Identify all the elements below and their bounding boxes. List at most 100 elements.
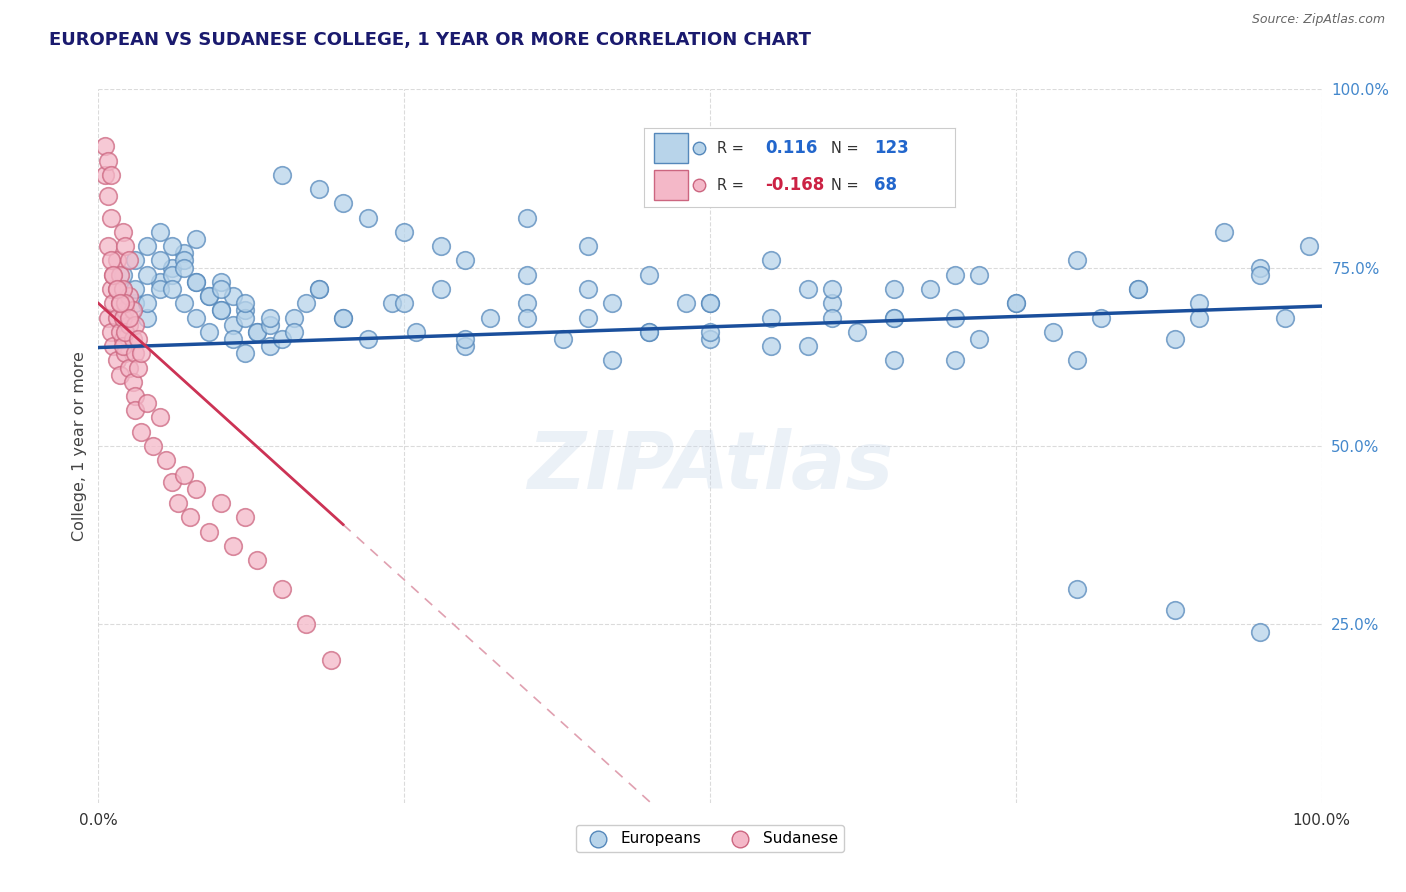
- Point: [308, 282, 330, 296]
- Point: [1004, 296, 1026, 310]
- Point: [179, 510, 201, 524]
- Point: [222, 318, 245, 332]
- Point: [515, 268, 537, 282]
- Point: [259, 339, 281, 353]
- Point: [110, 325, 132, 339]
- Point: [197, 524, 219, 539]
- Point: [319, 653, 342, 667]
- Text: 68: 68: [875, 177, 897, 194]
- Point: [1066, 353, 1088, 368]
- Point: [111, 225, 134, 239]
- Text: 0.116: 0.116: [765, 139, 818, 157]
- Point: [114, 303, 136, 318]
- Point: [883, 282, 905, 296]
- Point: [454, 339, 477, 353]
- Point: [118, 360, 141, 375]
- Legend: Europeans, Sudanese: Europeans, Sudanese: [576, 825, 844, 852]
- Point: [797, 339, 820, 353]
- Point: [209, 275, 232, 289]
- Point: [1249, 260, 1271, 275]
- Point: [93, 139, 115, 153]
- Point: [209, 496, 232, 510]
- Point: [111, 282, 134, 296]
- Point: [114, 325, 136, 339]
- Text: EUROPEAN VS SUDANESE COLLEGE, 1 YEAR OR MORE CORRELATION CHART: EUROPEAN VS SUDANESE COLLEGE, 1 YEAR OR …: [49, 31, 811, 49]
- Point: [97, 310, 120, 325]
- Point: [454, 332, 477, 346]
- Point: [553, 332, 575, 346]
- Point: [105, 310, 128, 325]
- Point: [124, 318, 146, 332]
- Point: [233, 296, 256, 310]
- Point: [186, 482, 208, 496]
- Point: [124, 389, 146, 403]
- Point: [186, 275, 208, 289]
- Point: [110, 296, 132, 310]
- Point: [308, 182, 330, 196]
- Point: [186, 310, 208, 325]
- Point: [160, 475, 183, 489]
- Point: [283, 310, 305, 325]
- Point: [136, 296, 159, 310]
- Point: [600, 353, 623, 368]
- Point: [136, 396, 159, 410]
- Point: [246, 325, 269, 339]
- Point: [105, 282, 128, 296]
- Point: [233, 310, 256, 325]
- Point: [1066, 253, 1088, 268]
- Text: N =: N =: [831, 141, 858, 156]
- Point: [699, 325, 721, 339]
- Point: [167, 496, 190, 510]
- Point: [105, 253, 128, 268]
- Point: [93, 168, 115, 182]
- Point: [111, 310, 134, 325]
- Point: [761, 253, 783, 268]
- Y-axis label: College, 1 year or more: College, 1 year or more: [72, 351, 87, 541]
- Point: [1212, 225, 1234, 239]
- Point: [149, 275, 172, 289]
- Point: [1188, 310, 1211, 325]
- Point: [381, 296, 404, 310]
- Point: [356, 211, 378, 225]
- Point: [222, 289, 245, 303]
- Point: [100, 168, 122, 182]
- Point: [392, 225, 416, 239]
- Point: [515, 296, 537, 310]
- Text: R =: R =: [717, 178, 744, 193]
- Point: [270, 168, 294, 182]
- Point: [129, 425, 152, 439]
- Point: [160, 268, 183, 282]
- Point: [883, 310, 905, 325]
- Point: [121, 332, 143, 346]
- Point: [295, 617, 318, 632]
- Point: [118, 318, 141, 332]
- Point: [637, 325, 661, 339]
- Point: [356, 332, 378, 346]
- Point: [233, 346, 256, 360]
- Point: [101, 339, 124, 353]
- Point: [332, 196, 354, 211]
- Point: [1298, 239, 1320, 253]
- Point: [155, 453, 177, 467]
- Point: [124, 282, 146, 296]
- Point: [1249, 624, 1271, 639]
- Point: [821, 296, 844, 310]
- Point: [699, 296, 721, 310]
- Point: [1164, 603, 1187, 617]
- Point: [97, 153, 120, 168]
- Point: [197, 325, 219, 339]
- Point: [111, 332, 134, 346]
- Point: [308, 282, 330, 296]
- Point: [127, 360, 149, 375]
- Point: [392, 296, 416, 310]
- Point: [114, 296, 136, 310]
- Point: [1128, 282, 1150, 296]
- Point: [136, 268, 159, 282]
- Point: [121, 303, 143, 318]
- Point: [967, 268, 990, 282]
- Point: [1066, 582, 1088, 596]
- Point: [883, 310, 905, 325]
- Point: [149, 253, 172, 268]
- Point: [576, 282, 599, 296]
- Point: [136, 310, 159, 325]
